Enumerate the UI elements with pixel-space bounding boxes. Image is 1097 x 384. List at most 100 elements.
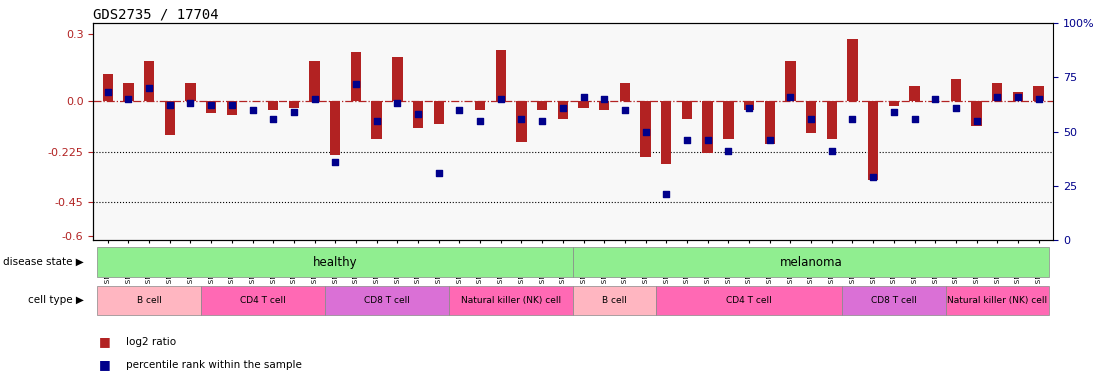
Bar	[765, 101, 774, 144]
Text: Natural killer (NK) cell: Natural killer (NK) cell	[947, 296, 1048, 305]
Bar	[723, 101, 734, 139]
Bar	[946, 286, 1049, 315]
Bar	[972, 101, 982, 126]
Bar	[578, 101, 589, 108]
Bar	[289, 101, 299, 108]
Point	[1009, 94, 1027, 100]
Bar	[951, 79, 961, 101]
Point	[657, 191, 675, 197]
Point	[782, 94, 800, 100]
Bar	[227, 101, 237, 115]
Point	[947, 104, 964, 111]
Bar	[102, 74, 113, 101]
Bar	[412, 101, 423, 128]
Point	[388, 100, 406, 106]
Bar	[827, 101, 837, 139]
Point	[844, 116, 861, 122]
Point	[533, 118, 551, 124]
Text: B cell: B cell	[602, 296, 627, 305]
Bar	[785, 61, 795, 101]
Text: ■: ■	[99, 335, 111, 348]
Text: Natural killer (NK) cell: Natural killer (NK) cell	[461, 296, 562, 305]
Bar	[268, 101, 279, 110]
Bar	[372, 101, 382, 139]
Point	[451, 107, 468, 113]
Point	[554, 104, 572, 111]
Point	[823, 148, 840, 154]
Point	[575, 94, 592, 100]
Point	[140, 85, 158, 91]
Point	[327, 159, 344, 165]
Bar	[744, 101, 755, 110]
Text: B cell: B cell	[137, 296, 161, 305]
Point	[347, 81, 364, 87]
Point	[968, 118, 985, 124]
Bar	[185, 83, 195, 101]
Bar	[1033, 86, 1044, 101]
Point	[472, 118, 489, 124]
Point	[264, 116, 282, 122]
Point	[761, 137, 779, 143]
Bar	[98, 286, 201, 315]
Point	[244, 107, 261, 113]
Point	[596, 96, 613, 102]
Bar	[889, 101, 900, 106]
Text: ■: ■	[99, 358, 111, 371]
Text: healthy: healthy	[313, 256, 358, 268]
Text: GDS2735 / 17704: GDS2735 / 17704	[93, 8, 219, 22]
Text: melanoma: melanoma	[780, 256, 842, 268]
Bar	[573, 247, 1049, 277]
Text: disease state ▶: disease state ▶	[3, 257, 83, 267]
Point	[864, 174, 882, 180]
Bar	[1013, 93, 1024, 101]
Point	[491, 96, 509, 102]
Text: percentile rank within the sample: percentile rank within the sample	[126, 360, 302, 370]
Text: CD8 T cell: CD8 T cell	[871, 296, 917, 305]
Point	[120, 96, 137, 102]
Point	[306, 96, 324, 102]
Bar	[449, 286, 573, 315]
Bar	[573, 286, 656, 315]
Bar	[325, 286, 449, 315]
Point	[720, 148, 737, 154]
Text: CD8 T cell: CD8 T cell	[364, 296, 410, 305]
Point	[988, 94, 1006, 100]
Bar	[842, 286, 946, 315]
Point	[617, 107, 634, 113]
Point	[182, 100, 200, 106]
Bar	[144, 61, 155, 101]
Text: CD4 T cell: CD4 T cell	[726, 296, 772, 305]
Point	[202, 103, 219, 109]
Bar	[641, 101, 651, 157]
Point	[223, 103, 240, 109]
Point	[367, 118, 385, 124]
Bar	[682, 101, 692, 119]
Point	[740, 104, 758, 111]
Point	[285, 109, 303, 115]
Bar	[309, 61, 319, 101]
Bar	[475, 101, 485, 110]
Bar	[517, 101, 527, 142]
Bar	[656, 286, 842, 315]
Point	[637, 128, 655, 135]
Bar	[702, 101, 713, 153]
Bar	[557, 101, 568, 119]
Text: CD4 T cell: CD4 T cell	[240, 296, 285, 305]
Bar	[351, 52, 361, 101]
Text: log2 ratio: log2 ratio	[126, 337, 177, 347]
Bar	[330, 101, 340, 155]
Bar	[868, 101, 879, 180]
Point	[512, 116, 530, 122]
Bar	[661, 101, 671, 164]
Point	[927, 96, 945, 102]
Bar	[433, 101, 444, 124]
Bar	[536, 101, 547, 110]
Point	[99, 89, 116, 96]
Bar	[206, 101, 216, 113]
Text: cell type ▶: cell type ▶	[27, 295, 83, 306]
Point	[699, 137, 716, 143]
Bar	[392, 56, 403, 101]
Bar	[496, 50, 506, 101]
Bar	[847, 39, 858, 101]
Bar	[620, 83, 630, 101]
